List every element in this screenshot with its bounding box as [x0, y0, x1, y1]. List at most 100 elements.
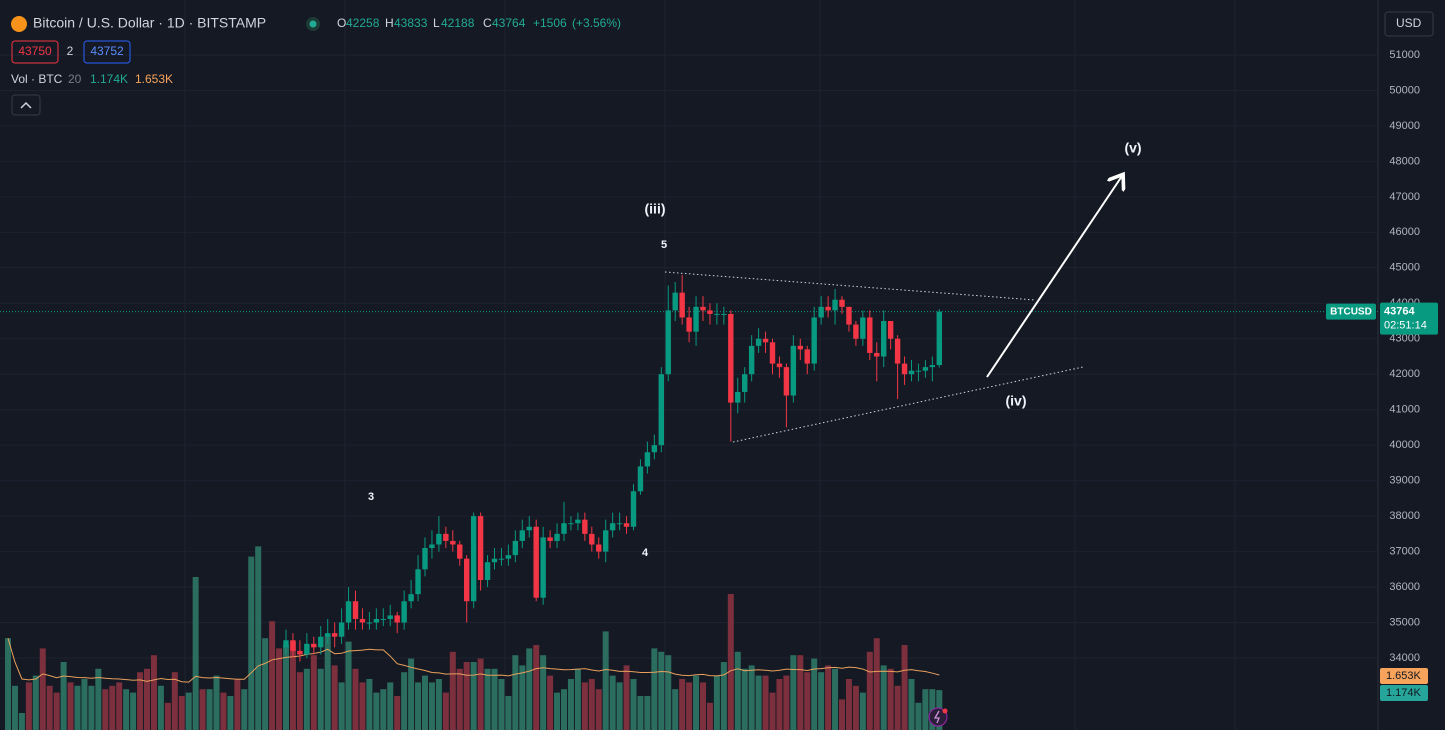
volume-bar: [206, 689, 213, 730]
volume-bar: [505, 696, 512, 730]
ask[interactable]: 43752: [90, 44, 124, 58]
candle-body: [464, 558, 470, 602]
volume-bar: [150, 655, 157, 730]
volume-bar: [852, 685, 859, 730]
candle-body: [832, 299, 838, 311]
candle-body: [498, 558, 505, 560]
volume-bar: [561, 689, 567, 730]
candle-body: [714, 313, 720, 315]
candle-body: [846, 306, 852, 325]
volume-bar: [276, 648, 283, 730]
candle-body: [283, 640, 289, 648]
candle-body: [394, 615, 400, 623]
candle-body: [623, 523, 630, 527]
candle-body: [804, 349, 810, 364]
volume-bar: [797, 655, 804, 730]
y-tick-label: 42000: [1389, 368, 1420, 380]
volume-bar: [5, 638, 11, 730]
volume-bar: [512, 655, 519, 730]
volume-bar: [908, 679, 915, 730]
currency-box[interactable]: [1384, 11, 1434, 37]
volume-bar: [630, 679, 637, 730]
volume-bar: [651, 648, 658, 730]
volume-bar: [901, 645, 908, 730]
y-tick-label: 49000: [1389, 120, 1420, 132]
y-tick-label: 41000: [1389, 404, 1420, 416]
volume-bar: [519, 665, 526, 730]
candle-body: [735, 391, 741, 403]
volume-bar: [567, 679, 574, 730]
volume-bar: [130, 692, 137, 730]
volume-bar: [498, 679, 505, 730]
volume-bar: [706, 702, 713, 730]
wave-label: 3: [368, 491, 374, 503]
volume-bar: [526, 648, 533, 730]
volume-bar: [811, 658, 818, 730]
volume-bar: [192, 577, 199, 730]
volume-bar: [428, 682, 435, 730]
candle-body: [901, 363, 908, 375]
candle-body: [769, 342, 776, 364]
volume-length: 20: [68, 72, 82, 86]
price-tag-value: 43764: [1384, 306, 1415, 318]
volume-bar: [720, 662, 727, 730]
arrow: [986, 176, 1122, 378]
volume-bar: [727, 594, 734, 730]
volume-bar: [859, 692, 866, 730]
ohlc-label: L: [433, 16, 440, 30]
volume-bar: [442, 692, 449, 730]
candle-body: [721, 313, 727, 315]
volume-bar: [39, 648, 46, 730]
volume-bar: [116, 682, 123, 730]
volume-title: Vol · BTC: [11, 72, 63, 86]
ask-box[interactable]: [83, 40, 131, 64]
y-tick-label: 45000: [1389, 262, 1420, 274]
volume-bar: [32, 675, 39, 730]
candle-body: [443, 533, 449, 541]
candle-body: [609, 523, 616, 531]
collapse-button[interactable]: [11, 94, 41, 116]
candle-body: [748, 345, 755, 375]
volume-bar: [595, 689, 602, 730]
candle-body: [470, 516, 477, 602]
candle-body: [686, 317, 692, 332]
bid-box[interactable]: [11, 40, 59, 64]
alert-icon[interactable]: [928, 707, 948, 727]
candle-body: [331, 633, 338, 637]
volume-bar: [873, 638, 880, 730]
candle-body: [887, 321, 894, 339]
volume-ma: 1.653K: [135, 72, 173, 86]
alert-bolt[interactable]: [933, 710, 940, 724]
volume-bar: [435, 679, 442, 730]
candle-body: [700, 306, 706, 311]
volume-bar: [665, 655, 672, 730]
candle-body: [373, 618, 380, 623]
candle-body: [408, 594, 414, 602]
volume-bar: [769, 692, 776, 730]
volume-bar: [644, 696, 651, 730]
candle-body: [318, 636, 324, 648]
candle-body: [797, 345, 803, 350]
volume-bar: [157, 685, 164, 730]
volume-bar: [609, 675, 616, 730]
bid[interactable]: 43750: [18, 44, 52, 58]
y-tick-label: 35000: [1389, 616, 1420, 628]
volume-bar: [46, 685, 53, 730]
wave-label: 4: [642, 547, 649, 559]
volume-bar: [845, 679, 852, 730]
volume-bar: [477, 658, 484, 730]
candle-body: [853, 324, 859, 339]
y-tick-label: 37000: [1389, 545, 1420, 557]
chevron[interactable]: [20, 101, 32, 109]
candle-body: [637, 466, 644, 492]
volume-bar: [359, 682, 366, 730]
currency[interactable]: USD: [1396, 16, 1422, 30]
wave-label: 5: [661, 239, 667, 251]
candle-body: [561, 523, 567, 534]
volume-bar: [81, 679, 88, 730]
candle-body: [450, 540, 456, 545]
candle-body: [755, 338, 762, 346]
volume-bar: [700, 682, 706, 730]
volume-bar: [220, 692, 227, 730]
y-tick-label: 46000: [1389, 226, 1420, 238]
